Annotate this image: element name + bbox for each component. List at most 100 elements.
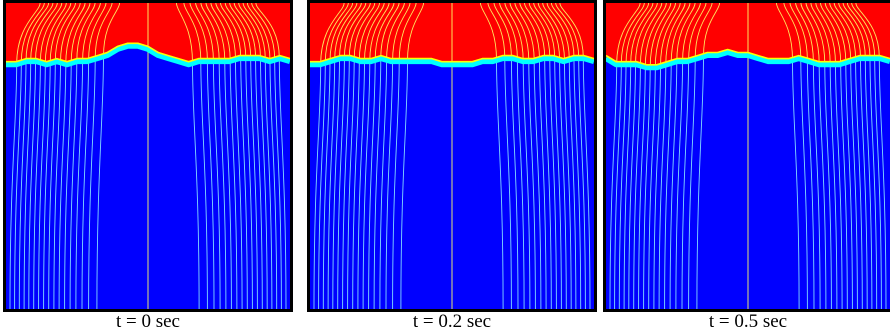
streamline-upper xyxy=(504,3,524,62)
streamline-lower xyxy=(327,59,336,309)
streamline-upper xyxy=(800,3,820,65)
streamline-lower xyxy=(43,63,51,309)
streamline-upper xyxy=(524,3,546,59)
streamline-upper xyxy=(555,3,580,59)
streamline-lower xyxy=(69,61,78,309)
streamline-lower xyxy=(539,59,547,309)
streamline-lower xyxy=(528,61,536,309)
streamline-upper xyxy=(493,3,512,59)
streamline-upper xyxy=(559,3,584,59)
streamline-upper xyxy=(364,3,385,62)
streamline-upper xyxy=(54,3,76,62)
streamline-lower xyxy=(681,60,690,309)
streamline-lower xyxy=(633,65,641,309)
streamline-upper xyxy=(851,3,876,59)
streamline-lower xyxy=(792,59,800,309)
simulation-panel-t0.5 xyxy=(603,0,890,312)
streamline-upper xyxy=(334,3,358,60)
streamline-upper xyxy=(407,3,425,62)
streamline-lower xyxy=(192,62,200,309)
streamline-lower xyxy=(269,61,278,309)
streamline-upper xyxy=(25,3,50,62)
streamline-lower xyxy=(614,64,622,309)
streamline-lower xyxy=(53,62,61,309)
streamline-upper xyxy=(20,3,45,63)
streamline-lower xyxy=(58,63,67,309)
streamline-lower xyxy=(212,61,221,309)
streamline-upper xyxy=(183,3,202,62)
streamline-lower xyxy=(28,61,36,309)
streamline-upper xyxy=(519,3,540,60)
streamline-upper xyxy=(200,3,220,62)
streamline-lower xyxy=(313,63,322,309)
streamline-lower xyxy=(664,62,672,309)
streamline-lower xyxy=(812,62,821,309)
streamline-upper xyxy=(39,3,63,63)
streamline-upper xyxy=(537,3,561,61)
streamline-upper xyxy=(846,3,871,59)
interface-band xyxy=(606,49,890,71)
streamline-upper xyxy=(251,3,276,60)
streamline-lower xyxy=(504,58,512,309)
streamline-upper xyxy=(528,3,551,59)
streamline-lower xyxy=(835,64,843,309)
interface-band xyxy=(6,42,290,68)
streamline-upper xyxy=(392,3,411,62)
streamline-upper xyxy=(649,3,672,68)
streamline-upper xyxy=(380,3,400,59)
streamline-upper xyxy=(65,3,86,64)
streamline-lower xyxy=(855,59,863,309)
streamline-upper xyxy=(665,3,686,65)
streamline-upper xyxy=(810,3,831,65)
streamline-upper xyxy=(676,3,696,62)
streamline-upper xyxy=(682,3,701,62)
streamline-lower xyxy=(829,64,838,309)
streamline-lower xyxy=(23,61,32,309)
streamline-lower xyxy=(824,64,832,309)
caption-t0.2: t = 0.2 sec xyxy=(412,311,492,332)
streamline-lower xyxy=(352,60,360,309)
streamline-upper xyxy=(233,3,257,59)
streamline-upper xyxy=(639,3,663,66)
streamline-upper xyxy=(533,3,556,59)
streamline-lower xyxy=(675,61,684,309)
streamline-upper xyxy=(229,3,252,59)
streamline-lower xyxy=(628,64,636,309)
streamline-upper xyxy=(339,3,362,59)
streamline-lower xyxy=(274,59,282,309)
streamline-lower xyxy=(392,61,400,309)
interface-edge xyxy=(6,42,290,63)
streamline-lower xyxy=(522,61,531,309)
streamline-lower xyxy=(200,61,208,309)
streamline-upper xyxy=(644,3,667,67)
streamline-lower xyxy=(318,62,326,309)
streamline-upper xyxy=(842,3,866,59)
streamline-lower xyxy=(845,62,853,309)
streamline-upper xyxy=(620,3,645,65)
streamline-lower xyxy=(81,60,90,309)
streamline-lower xyxy=(850,60,858,309)
streamline-upper xyxy=(479,3,497,60)
streamline-upper xyxy=(670,3,691,63)
streamline-lower xyxy=(806,60,815,309)
streamline-lower xyxy=(609,64,618,309)
streamline-lower xyxy=(643,67,651,309)
streamline-upper xyxy=(369,3,390,62)
streamline-lower xyxy=(568,59,577,309)
streamline-lower xyxy=(878,58,887,309)
streamline-upper xyxy=(487,3,506,59)
streamline-lower xyxy=(696,56,704,309)
interface-edge xyxy=(606,48,890,66)
streamline-upper xyxy=(195,3,214,62)
streamline-lower xyxy=(38,63,46,309)
streamline-lower xyxy=(653,66,661,309)
streamline-lower xyxy=(874,58,882,309)
streamline-upper xyxy=(542,3,565,61)
streamline-lower xyxy=(373,58,382,309)
streamline-lower xyxy=(362,61,371,309)
streamline-lower xyxy=(218,61,227,309)
streamline-lower xyxy=(88,58,96,309)
streamline-upper xyxy=(795,3,814,63)
streamline-upper xyxy=(635,3,658,65)
interface-edge xyxy=(310,54,594,63)
